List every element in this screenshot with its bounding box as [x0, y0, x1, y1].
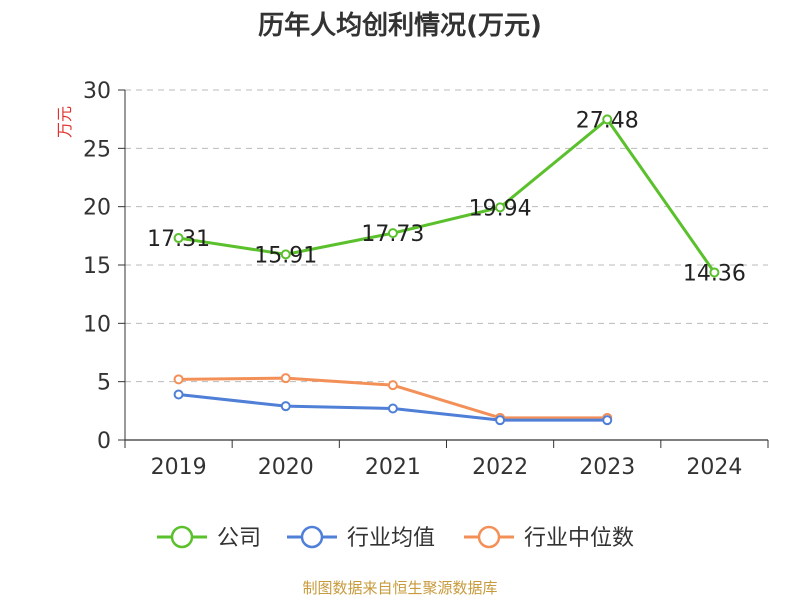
- x-tick-label: 2024: [686, 455, 742, 480]
- y-tick-label: 15: [83, 254, 111, 279]
- legend[interactable]: 公司 行业均值 行业中位数: [157, 525, 634, 551]
- x-tick-label: 2021: [365, 455, 421, 480]
- data-point[interactable]: [173, 389, 184, 400]
- data-point[interactable]: [495, 202, 506, 213]
- series-layer: [173, 114, 720, 426]
- source-note: 制图数据来自恒生聚源数据库: [302, 579, 498, 597]
- data-point[interactable]: [602, 114, 613, 125]
- data-point[interactable]: [387, 228, 398, 239]
- data-point[interactable]: [387, 380, 398, 391]
- data-point[interactable]: [709, 267, 720, 278]
- data-label: 15.91: [254, 243, 317, 268]
- data-label: 17.31: [147, 227, 210, 252]
- x-tick-label: 2020: [258, 455, 314, 480]
- label-layer: 17.31 15.91 17.73 19.94 27.48 14.36: [147, 108, 746, 286]
- data-point[interactable]: [495, 415, 506, 426]
- legend-label: 行业中位数: [524, 526, 634, 551]
- x-tick-label: 2022: [472, 455, 528, 480]
- y-tick-label: 30: [83, 79, 111, 104]
- legend-marker: [300, 525, 324, 549]
- data-point[interactable]: [280, 401, 291, 412]
- grid-layer: [125, 89, 768, 383]
- series-line: [178, 117, 716, 274]
- y-tick-label: 25: [83, 137, 111, 162]
- y-tick-label: 10: [83, 312, 111, 337]
- axis-layer: 0 5 10 15 20 25 30 万元 2019 2020 2021 2022 2023 2024: [55, 79, 769, 480]
- data-point[interactable]: [387, 403, 398, 414]
- y-tick-label: 0: [97, 429, 111, 454]
- legend-item[interactable]: 行业均值: [287, 525, 435, 551]
- x-tick-label: 2019: [151, 455, 207, 480]
- y-tick-label: 20: [83, 196, 111, 221]
- legend-marker: [170, 525, 194, 549]
- data-point[interactable]: [280, 373, 291, 384]
- y-tick-label: 5: [97, 371, 111, 396]
- data-label: 14.36: [683, 261, 746, 286]
- data-label: 17.73: [361, 222, 424, 247]
- data-point[interactable]: [173, 233, 184, 244]
- data-label: 27.48: [576, 108, 639, 133]
- data-point[interactable]: [173, 374, 184, 385]
- legend-item[interactable]: 公司: [157, 525, 261, 551]
- legend-label: 公司: [217, 526, 261, 551]
- y-axis-label: 万元: [55, 106, 74, 138]
- data-point[interactable]: [280, 249, 291, 260]
- legend-label: 行业均值: [347, 526, 435, 551]
- legend-item[interactable]: 行业中位数: [464, 525, 634, 551]
- legend-marker: [477, 525, 501, 549]
- data-label: 19.94: [469, 196, 532, 221]
- chart-title: 历年人均创利情况(万元): [258, 11, 542, 41]
- x-tick-label: 2023: [579, 455, 635, 480]
- data-point[interactable]: [602, 415, 613, 426]
